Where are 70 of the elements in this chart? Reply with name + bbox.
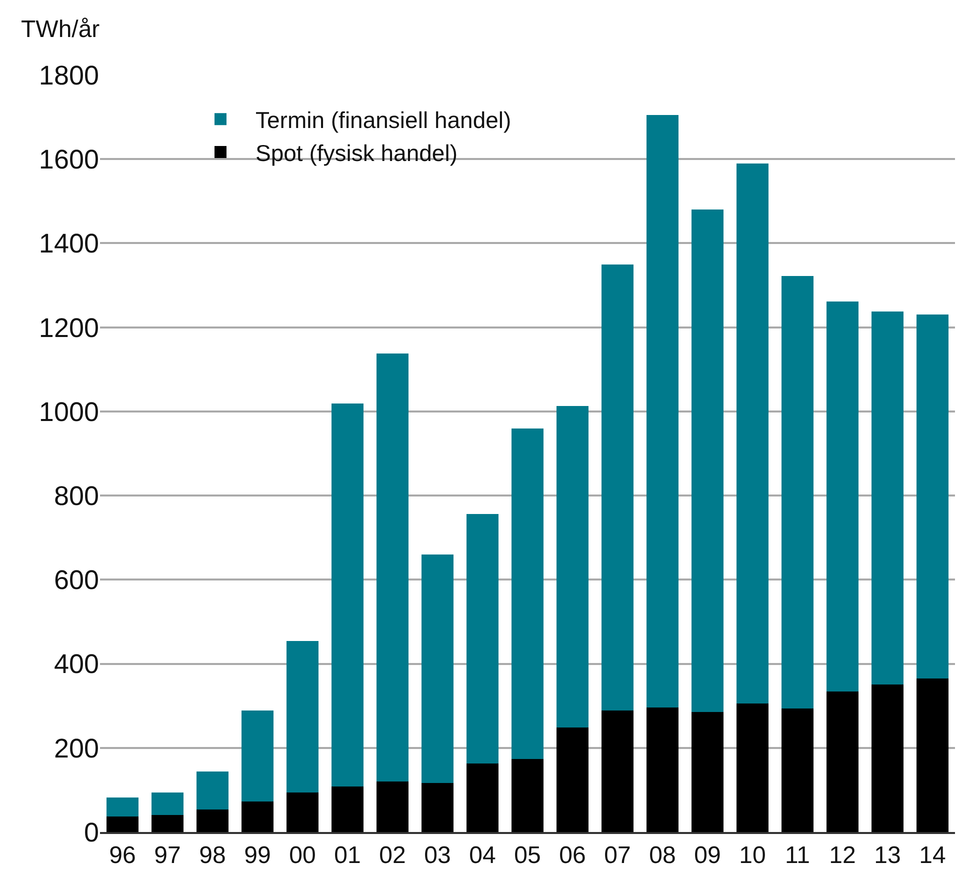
bar	[826, 692, 859, 832]
bar	[511, 428, 544, 759]
bar	[736, 163, 769, 704]
y-tick-label: 1600	[38, 144, 99, 175]
y-axis-title: TWh/år	[21, 16, 100, 43]
bar	[826, 302, 859, 692]
bar	[466, 763, 499, 832]
bar	[151, 792, 184, 816]
bar	[601, 264, 634, 710]
bar	[466, 514, 499, 764]
bar	[331, 786, 364, 832]
bar	[241, 802, 274, 832]
y-tick-label: 1800	[38, 60, 99, 90]
y-tick-label: 1000	[38, 396, 99, 427]
x-tick-label: 13	[874, 842, 901, 869]
bar	[421, 554, 454, 784]
x-tick-label: 04	[469, 842, 496, 869]
bar	[376, 353, 409, 782]
y-tick-label: 0	[84, 817, 99, 848]
bar	[331, 403, 364, 787]
bar	[286, 792, 319, 832]
x-tick-label: 06	[559, 842, 586, 869]
bar	[691, 712, 724, 832]
bar	[196, 809, 229, 832]
x-tick-label: 14	[919, 842, 946, 869]
x-tick-label: 03	[424, 842, 451, 869]
y-tick-label: 200	[54, 733, 99, 764]
y-tick-label: 600	[54, 565, 99, 596]
bar	[376, 782, 409, 832]
bar	[781, 708, 814, 832]
x-tick-label: 00	[289, 842, 316, 869]
bar	[241, 710, 274, 802]
x-tick-label: 02	[379, 842, 406, 869]
bar	[916, 314, 949, 678]
bar	[556, 406, 589, 728]
bar	[781, 276, 814, 708]
bar	[421, 783, 454, 832]
x-tick-label: 11	[785, 842, 810, 869]
legend-label: Termin (finansiell handel)	[256, 107, 512, 134]
bar	[601, 710, 634, 832]
x-tick-label: 09	[694, 842, 721, 869]
y-tick-label: 800	[54, 481, 99, 512]
bar	[736, 704, 769, 832]
bar	[871, 311, 904, 684]
bar	[196, 771, 229, 810]
x-tick-label: 08	[649, 842, 676, 869]
x-tick-label: 12	[829, 842, 856, 869]
bar	[646, 708, 679, 832]
x-tick-label: 97	[154, 842, 181, 869]
x-tick-label: 05	[514, 842, 541, 869]
x-tick-label: 99	[244, 842, 271, 869]
x-tick-label: 07	[604, 842, 631, 869]
y-tick-label: 400	[54, 649, 99, 680]
x-tick-label: 98	[199, 842, 226, 869]
x-tick-label: 10	[739, 842, 766, 869]
bar	[151, 815, 184, 832]
bar	[106, 798, 139, 816]
bar	[691, 210, 724, 712]
x-tick-label: 96	[109, 842, 136, 869]
y-tick-label: 1400	[38, 228, 99, 259]
bar	[511, 758, 544, 832]
bar	[916, 678, 949, 832]
x-tick-label: 01	[334, 842, 361, 869]
y-tick-label: 1200	[38, 312, 99, 343]
bar	[286, 641, 319, 792]
bar	[556, 728, 589, 832]
bar	[646, 114, 679, 708]
bar	[871, 684, 904, 832]
bar	[106, 816, 139, 832]
legend-label: Spot (fysisk handel)	[256, 140, 458, 166]
